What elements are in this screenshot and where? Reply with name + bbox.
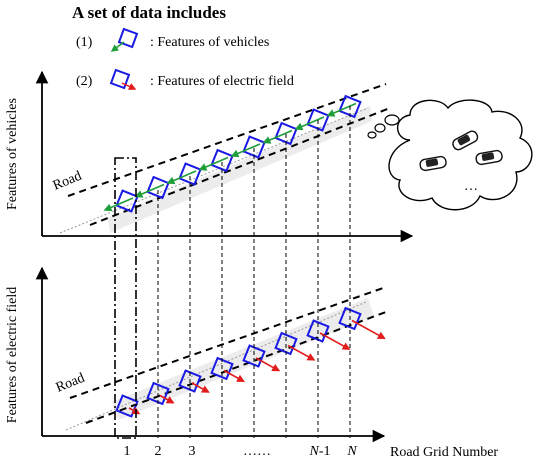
field-arrow — [319, 332, 351, 350]
legend-item2-label: : Features of electric field — [150, 74, 294, 89]
top-road-band — [108, 106, 372, 233]
field-feature-mark — [242, 344, 281, 372]
legend-item1-label: : Features of vehicles — [150, 35, 269, 50]
field-feature-mark — [115, 394, 141, 418]
bottom-y-axis-label: Features of electric field — [5, 287, 20, 423]
cars-thought-cloud-icon: … — [367, 99, 533, 211]
grid-lines — [157, 106, 351, 438]
field-feature-mark — [338, 306, 386, 340]
vehicle-feature-mark — [103, 189, 139, 213]
top-road-lower-edge — [89, 107, 391, 226]
bottom-road-upper-edge — [69, 286, 387, 399]
legend-vehicle-symbol-icon — [110, 27, 139, 52]
vehicle-arrow — [198, 156, 229, 171]
x-tick-labels: 1 2 3 …… N-1 N — [124, 444, 358, 459]
top-road-upper-edge — [67, 83, 387, 197]
legend-item1-number: (1) — [76, 35, 93, 50]
field-arrow — [159, 394, 175, 404]
field-feature-mark — [146, 381, 175, 406]
car-icon — [475, 149, 503, 166]
top-y-axis-label: Features of vehicles — [5, 98, 20, 210]
car-icon — [452, 130, 479, 151]
field-feature-mark — [274, 331, 316, 361]
bottom-road-band — [112, 298, 374, 420]
vehicle-arrow — [166, 170, 197, 185]
vehicle-feature-mark — [198, 148, 234, 173]
x-tick-label: 1 — [124, 444, 131, 459]
field-feature-mark — [210, 356, 246, 383]
field-arrow — [128, 406, 141, 415]
cloud-ellipsis: … — [464, 179, 478, 194]
legend-field-symbol-icon — [109, 68, 137, 90]
car-icon — [419, 155, 447, 172]
bottom-panel: Road Features of electric field — [5, 266, 387, 443]
vehicle-arrow — [326, 102, 357, 117]
vehicle-feature-mark — [230, 135, 266, 159]
vehicle-arrow — [230, 143, 261, 158]
top-panel: Road Features of vehicles — [5, 70, 414, 243]
x-tick-label: 3 — [189, 444, 196, 459]
field-arrow — [351, 319, 386, 340]
vehicle-feature-marks — [103, 94, 362, 213]
field-arrow — [191, 382, 210, 393]
field-arrow — [287, 344, 316, 361]
vehicle-feature-mark — [134, 175, 170, 200]
vehicle-feature-mark — [294, 108, 330, 132]
legend-item2-number: (2) — [76, 74, 93, 89]
vehicle-feature-mark — [166, 162, 202, 186]
diagram-title: A set of data includes — [72, 3, 226, 22]
field-feature-marks — [115, 306, 386, 418]
vehicle-feature-mark — [262, 121, 298, 146]
x-tick-label: 2 — [155, 444, 162, 459]
x-tick-label: …… — [243, 444, 271, 459]
field-feature-mark — [306, 319, 351, 350]
vehicle-arrow — [134, 183, 165, 198]
grid-1-selection-box — [114, 157, 137, 439]
x-tick-label: N — [346, 444, 357, 459]
bottom-road-label: Road — [54, 371, 87, 396]
field-arrow — [255, 357, 281, 372]
top-road-label: Road — [51, 169, 84, 194]
field-arrow — [223, 369, 246, 383]
vehicle-arrow — [262, 129, 293, 144]
vehicle-arrow — [103, 197, 134, 212]
field-feature-mark — [178, 369, 210, 393]
x-tick-label: N-1 — [308, 444, 330, 459]
vehicle-feature-mark — [326, 94, 362, 119]
x-axis-label: Road Grid Number — [390, 445, 498, 460]
vehicle-arrow — [294, 116, 325, 131]
